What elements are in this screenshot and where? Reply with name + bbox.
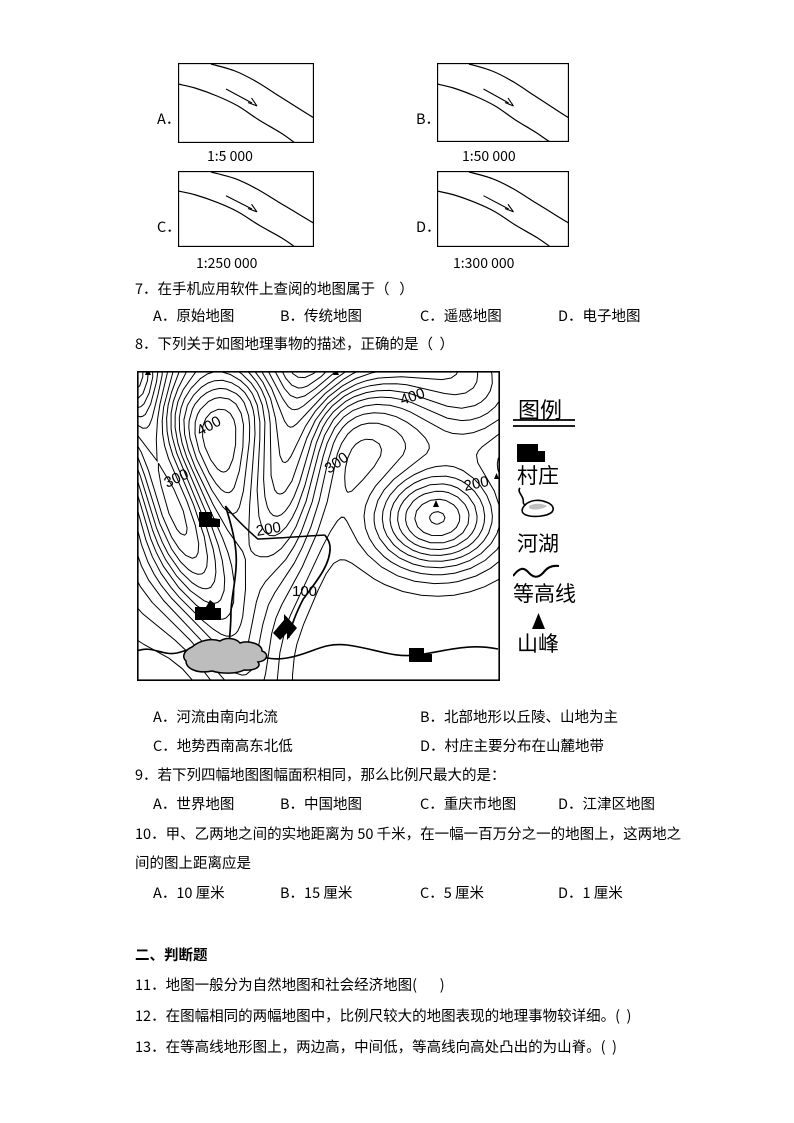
svg-text:100: 100 [292, 583, 317, 600]
svg-text:200: 200 [462, 473, 490, 495]
svg-text:300: 300 [322, 449, 352, 477]
svg-text:200: 200 [255, 519, 283, 540]
svg-text:400: 400 [194, 413, 224, 440]
svg-text:400: 400 [398, 385, 427, 409]
